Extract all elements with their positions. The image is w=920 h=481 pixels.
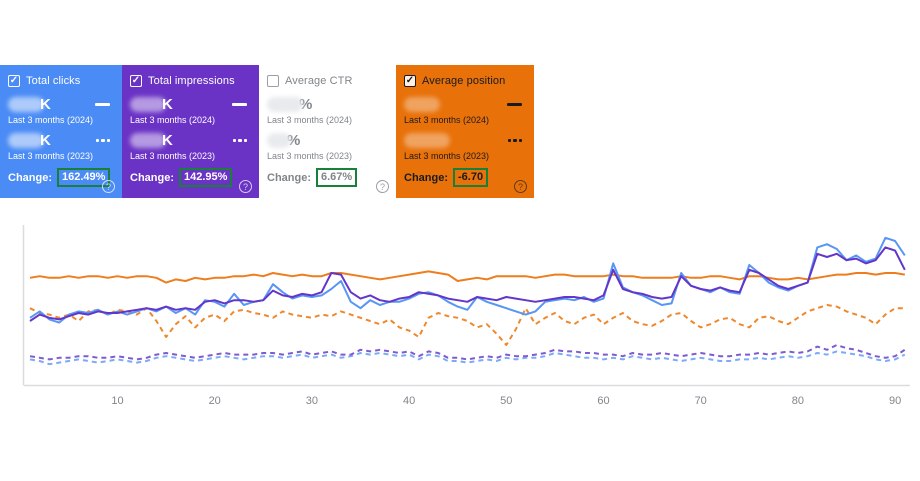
x-tick-label: 80 bbox=[792, 395, 804, 407]
chart-series-layer bbox=[29, 236, 906, 366]
series-line-impressions-2024 bbox=[29, 246, 906, 322]
redacted-value-2024 bbox=[130, 97, 166, 112]
x-tick-label: 40 bbox=[403, 395, 415, 407]
value-suffix-2023: K bbox=[162, 132, 173, 149]
change-label: Change: bbox=[8, 171, 52, 184]
redacted-value-2024 bbox=[8, 97, 44, 112]
card-title: Average CTR bbox=[285, 75, 353, 87]
help-icon[interactable]: ? bbox=[102, 180, 115, 193]
trend-dotted-line-icon bbox=[507, 139, 522, 142]
period-2024: Last 3 months (2024) bbox=[8, 115, 94, 125]
period-2023: Last 3 months (2023) bbox=[130, 151, 216, 161]
x-axis-ticks: 10 20 30 40 50 60 70 80 90 bbox=[111, 395, 901, 407]
card-average-ctr[interactable]: Average CTR % Last 3 months (2024) % Las… bbox=[259, 65, 396, 198]
period-2024: Last 3 months (2024) bbox=[267, 115, 353, 125]
series-line-impressions-2023 bbox=[29, 344, 906, 361]
redacted-value-2024 bbox=[267, 97, 303, 112]
redacted-value-2023 bbox=[267, 133, 291, 148]
redacted-value-2024 bbox=[404, 97, 440, 112]
value-suffix-2023: % bbox=[287, 132, 301, 149]
card-title: Total clicks bbox=[26, 75, 81, 87]
change-label: Change: bbox=[267, 171, 311, 184]
card-title: Total impressions bbox=[148, 75, 235, 87]
series-line-clicks-2023 bbox=[29, 350, 906, 366]
value-suffix-2024: K bbox=[40, 96, 51, 113]
change-value-badge: 162.49% bbox=[57, 168, 111, 187]
total-impressions-checkbox[interactable]: ✓ bbox=[130, 75, 142, 87]
trend-dotted-line-icon bbox=[232, 139, 247, 142]
trend-dotted-line-icon bbox=[95, 139, 110, 142]
x-tick-label: 20 bbox=[209, 395, 221, 407]
change-value-badge: 6.67% bbox=[316, 168, 358, 187]
period-2023: Last 3 months (2023) bbox=[267, 151, 353, 161]
change-value-badge: -6.70 bbox=[453, 168, 489, 187]
period-2023: Last 3 months (2023) bbox=[8, 151, 94, 161]
value-suffix-2024: % bbox=[299, 96, 313, 113]
average-ctr-checkbox[interactable] bbox=[267, 75, 279, 87]
x-tick-label: 90 bbox=[889, 395, 901, 407]
x-tick-label: 30 bbox=[306, 395, 318, 407]
card-total-clicks[interactable]: ✓ Total clicks K Last 3 months (2024) K … bbox=[0, 65, 122, 198]
card-average-position[interactable]: ✓ Average position Last 3 months (2024) … bbox=[396, 65, 534, 198]
help-icon[interactable]: ? bbox=[514, 180, 527, 193]
metric-cards-row: ✓ Total clicks K Last 3 months (2024) K … bbox=[0, 65, 534, 198]
average-position-checkbox[interactable]: ✓ bbox=[404, 75, 416, 87]
value-suffix-2024: K bbox=[162, 96, 173, 113]
change-label: Change: bbox=[130, 171, 174, 184]
change-value-badge: 142.95% bbox=[179, 168, 233, 187]
redacted-value-2023 bbox=[404, 133, 450, 148]
redacted-value-2023 bbox=[130, 133, 166, 148]
value-suffix-2023: K bbox=[40, 132, 51, 149]
x-tick-label: 10 bbox=[111, 395, 123, 407]
card-title: Average position bbox=[422, 75, 506, 87]
trend-solid-line-icon bbox=[232, 103, 247, 106]
period-2023: Last 3 months (2023) bbox=[404, 151, 490, 161]
chart-canvas[interactable]: 10 20 30 40 50 60 70 80 90 bbox=[0, 215, 920, 435]
redacted-value-2023 bbox=[8, 133, 44, 148]
x-tick-label: 70 bbox=[695, 395, 707, 407]
x-tick-label: 60 bbox=[597, 395, 609, 407]
help-icon[interactable]: ? bbox=[376, 180, 389, 193]
card-total-impressions[interactable]: ✓ Total impressions K Last 3 months (202… bbox=[122, 65, 259, 198]
help-icon[interactable]: ? bbox=[239, 180, 252, 193]
series-line-position-2023 bbox=[29, 304, 905, 346]
trend-solid-line-icon bbox=[507, 103, 522, 106]
trend-solid-line-icon bbox=[95, 103, 110, 106]
change-label: Change: bbox=[404, 171, 448, 184]
total-clicks-checkbox[interactable]: ✓ bbox=[8, 75, 20, 87]
performance-comparison-chart[interactable]: 10 20 30 40 50 60 70 80 90 bbox=[0, 215, 920, 435]
period-2024: Last 3 months (2024) bbox=[130, 115, 216, 125]
series-line-position-2024 bbox=[29, 270, 905, 284]
period-2024: Last 3 months (2024) bbox=[404, 115, 490, 125]
x-tick-label: 50 bbox=[500, 395, 512, 407]
